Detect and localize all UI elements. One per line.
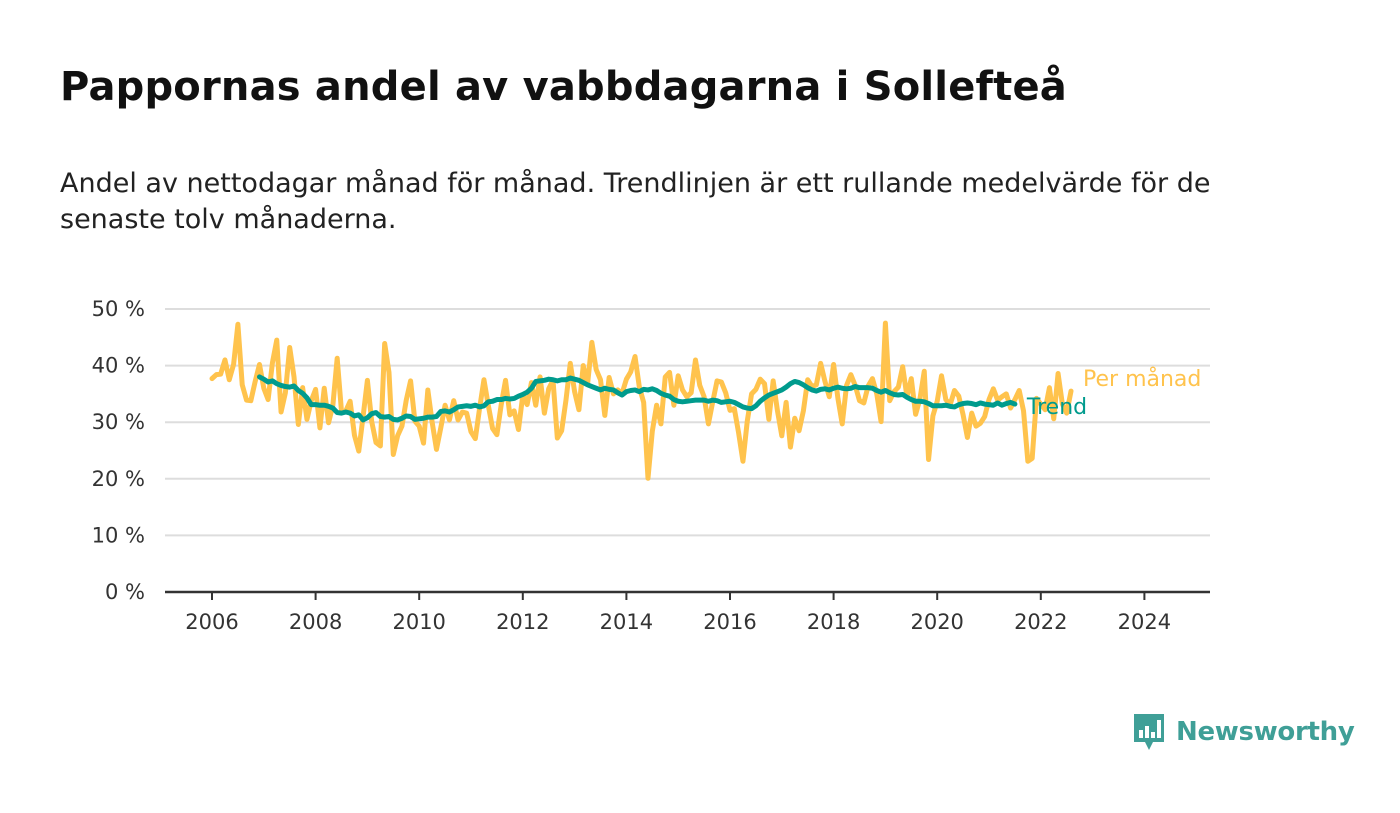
y-tick-label: 20 % (92, 467, 145, 491)
y-tick-label: 40 % (92, 354, 145, 378)
x-tick-label: 2012 (496, 610, 549, 634)
x-tick-label: 2014 (600, 610, 653, 634)
x-axis: 2006 2008 2010 2012 2014 2016 2018 2020 2022 2024 (165, 590, 1210, 634)
line-chart: 0 % 10 % 20 % 30 % 40 % 50 % 2006 2008 2010 2012… (92, 297, 1210, 634)
x-tick-label: 2008 (289, 610, 342, 634)
y-axis: 0 % 10 % 20 % 30 % 40 % 50 % (92, 297, 145, 604)
series (209, 320, 1074, 481)
x-tick-label: 2016 (703, 610, 756, 634)
y-tick-label: 50 % (92, 297, 145, 321)
series-line-per-mnad (209, 320, 1074, 481)
x-tick-label: 2022 (1014, 610, 1067, 634)
y-tick-label: 30 % (92, 410, 145, 434)
chart-title: Pappornas andel av vabbdagarna i Solleft… (60, 64, 1067, 110)
y-tick-label: 10 % (92, 523, 145, 547)
series-labels: Per månad Trend (1026, 366, 1201, 420)
y-tick-label: 0 % (105, 580, 145, 604)
series-label: Trend (1026, 395, 1087, 420)
x-tick-label: 2020 (910, 610, 963, 634)
chart-subtitle: Andel av nettodagar månad för månad. Tre… (60, 168, 1211, 235)
x-tick-label: 2024 (1118, 610, 1171, 634)
newsworthy-logo: Newsworthy (1132, 712, 1355, 752)
x-tick-label: 2018 (807, 610, 860, 634)
brand-name: Newsworthy (1176, 717, 1355, 747)
series-line-trend (256, 374, 1018, 423)
series-label: Per månad (1083, 366, 1201, 392)
x-tick-label: 2006 (185, 610, 238, 634)
x-tick-label: 2010 (392, 610, 445, 634)
newsworthy-chart-icon (1134, 714, 1164, 750)
